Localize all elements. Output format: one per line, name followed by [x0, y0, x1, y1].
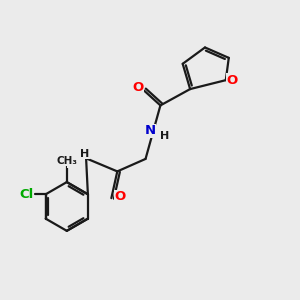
Text: O: O	[227, 74, 238, 87]
Text: O: O	[132, 81, 143, 94]
Text: O: O	[115, 190, 126, 203]
Text: Cl: Cl	[19, 188, 33, 201]
Text: CH₃: CH₃	[56, 156, 77, 166]
Text: H: H	[80, 149, 89, 159]
Text: N: N	[68, 155, 79, 168]
Text: H: H	[160, 131, 169, 141]
Text: N: N	[144, 124, 156, 137]
